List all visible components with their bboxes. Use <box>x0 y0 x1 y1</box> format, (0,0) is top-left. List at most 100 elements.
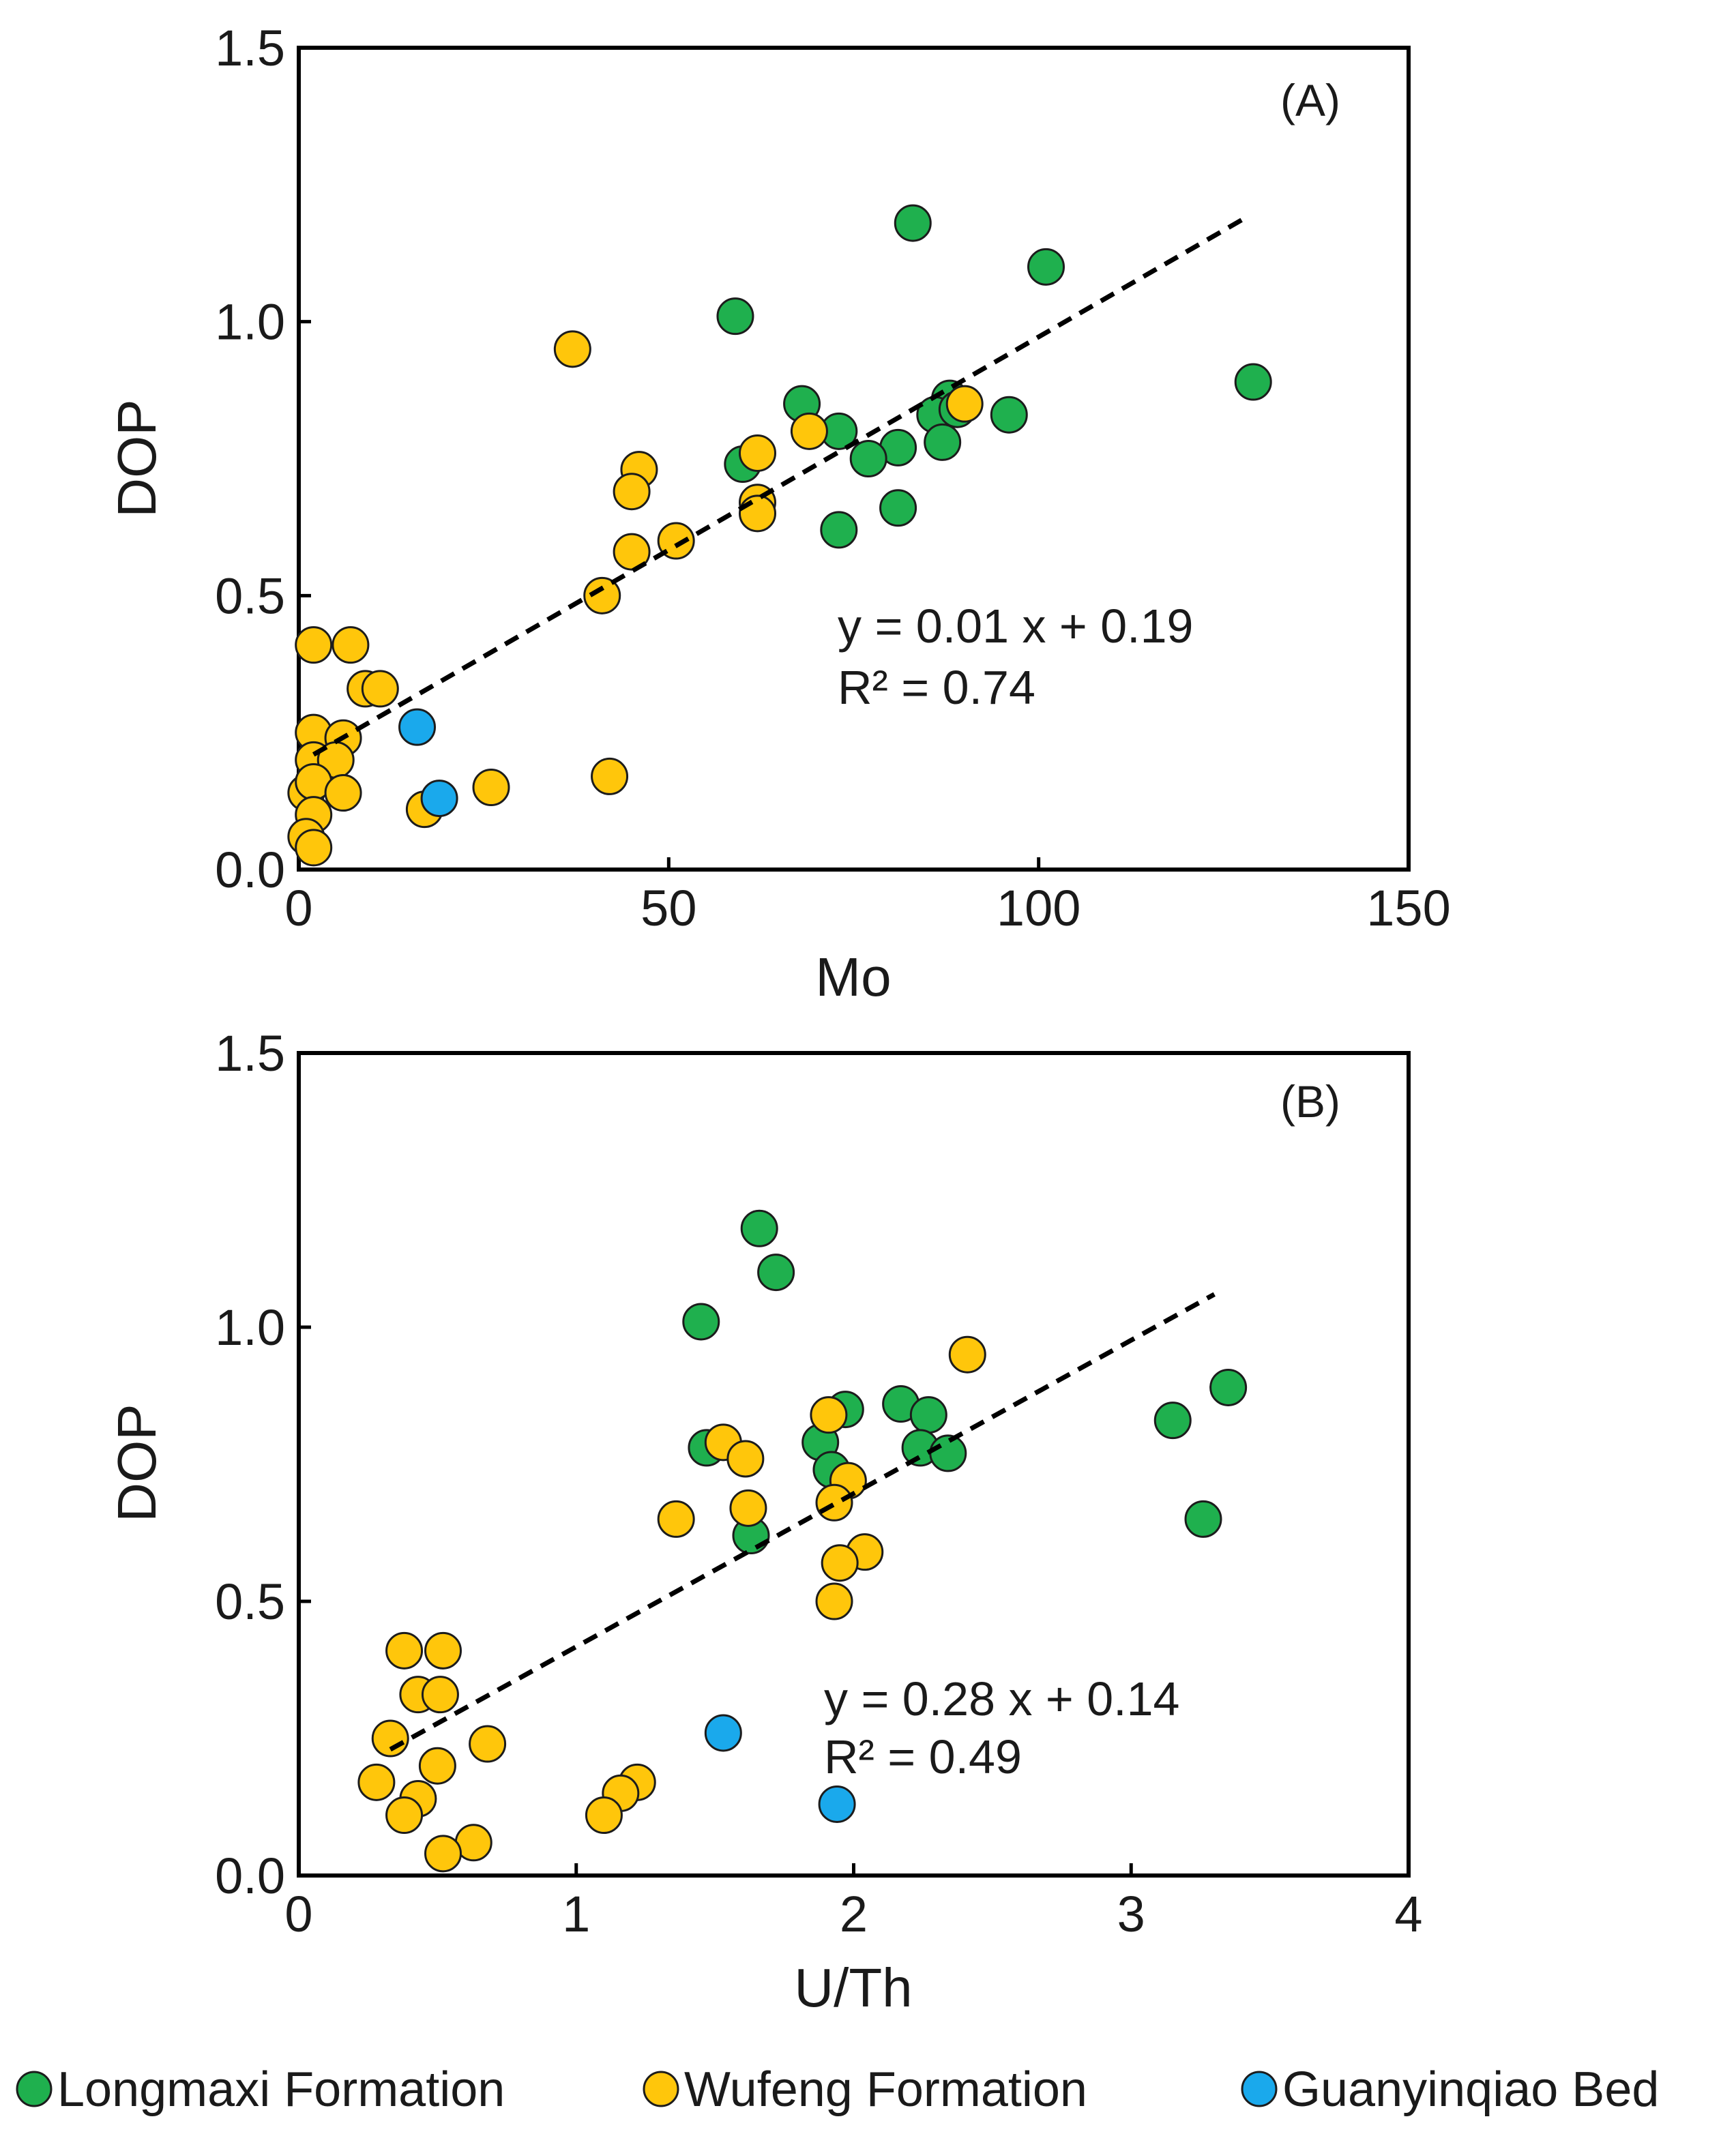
point-a-wufeng-23 <box>591 757 629 795</box>
point-a-longmaxi-12 <box>849 440 887 477</box>
point-b-longmaxi-5 <box>1184 1500 1222 1538</box>
y-tick-label-a-1: 0.5 <box>215 567 285 624</box>
x-tick-label-b-1: 1 <box>562 1886 590 1942</box>
point-b-wufeng-12 <box>424 1631 462 1670</box>
equation-b: y = 0.28 x + 0.14 <box>824 1672 1179 1725</box>
x-tick-label-b-4: 4 <box>1394 1886 1422 1942</box>
y-tick-label-a-0: 0.0 <box>215 842 285 898</box>
legend-item-wufeng: Wufeng Formation <box>643 2062 1087 2117</box>
point-b-wufeng-16 <box>469 1725 507 1763</box>
point-b-wufeng-3 <box>726 1440 765 1478</box>
x-tick-label-a-0: 0 <box>284 880 312 936</box>
point-a-wufeng-3 <box>738 434 776 472</box>
point-b-wufeng-20 <box>385 1796 424 1835</box>
point-a-wufeng-9 <box>613 533 651 571</box>
point-a-longmaxi-13 <box>924 423 962 461</box>
marks-b: 0 1 2 3 4 0.0 0.5 1.0 1.5 <box>215 1025 1422 1942</box>
legend-label-longmaxi: Longmaxi Formation <box>57 2062 505 2117</box>
trendline-b <box>389 1292 1216 1752</box>
point-a-longmaxi-3 <box>1234 363 1272 401</box>
x-tick-label-a-1: 50 <box>641 880 696 936</box>
equation-a: y = 0.01 x + 0.19 <box>838 599 1193 653</box>
legend-marker-wufeng <box>643 2071 679 2107</box>
y-tick-label-b-3: 1.5 <box>215 1025 285 1082</box>
point-b-wufeng-17 <box>418 1747 456 1785</box>
point-b-wufeng-6 <box>657 1500 695 1538</box>
point-b-longmaxi-4 <box>1153 1402 1192 1440</box>
y-tick-label-b-1: 0.5 <box>215 1573 285 1630</box>
point-a-longmaxi-15 <box>820 511 858 549</box>
y-tick-label-b-0: 0.0 <box>215 1848 285 1904</box>
point-a-wufeng-0 <box>553 330 591 368</box>
point-a-wufeng-10 <box>583 576 621 614</box>
point-b-wufeng-9 <box>821 1544 859 1582</box>
y-tick-label-a-2: 1.0 <box>215 294 285 351</box>
point-b-wufeng-25 <box>424 1835 462 1873</box>
point-b-wufeng-0 <box>948 1335 986 1374</box>
point-b-guanyinqiao-1 <box>818 1785 856 1823</box>
point-b-longmaxi-3 <box>1209 1368 1248 1406</box>
point-a-longmaxi-1 <box>1027 248 1065 286</box>
point-b-longmaxi-8 <box>909 1396 947 1434</box>
point-a-wufeng-22 <box>472 769 510 806</box>
point-a-longmaxi-0 <box>894 204 932 242</box>
legend-item-guanyinqiao: Guanyinqiao Bed <box>1241 2062 1659 2117</box>
point-b-longmaxi-1 <box>757 1254 795 1292</box>
y-tick-label-a-3: 1.5 <box>215 20 285 76</box>
y-tick-label-b-2: 1.0 <box>215 1299 285 1356</box>
x-tick-label-a-3: 150 <box>1366 880 1450 936</box>
r-squared-b: R² = 0.49 <box>824 1730 1022 1783</box>
point-a-guanyinqiao-1 <box>420 780 458 818</box>
marks-a: 0 50 100 150 0.0 0.5 1.0 1.5 <box>215 20 1451 936</box>
y-axis-title-a: DOP <box>106 399 167 517</box>
x-axis-title-a: Mo <box>815 947 891 1007</box>
point-b-wufeng-23 <box>585 1796 623 1835</box>
legend-item-longmaxi: Longmaxi Formation <box>16 2062 505 2117</box>
x-tick-label-b-3: 3 <box>1117 1886 1145 1942</box>
plot-frame-a <box>297 46 1411 872</box>
legend-marker-longmaxi <box>16 2071 53 2107</box>
point-b-longmaxi-2 <box>682 1303 720 1341</box>
point-b-guanyinqiao-0 <box>704 1714 742 1752</box>
x-axis-title-b: U/Th <box>794 1957 912 2018</box>
point-b-longmaxi-0 <box>740 1209 778 1247</box>
point-a-wufeng-1 <box>945 385 984 423</box>
point-b-longmaxi-10 <box>929 1434 967 1472</box>
trendline-a <box>312 216 1248 757</box>
point-b-wufeng-5 <box>815 1483 853 1522</box>
point-a-wufeng-7 <box>738 494 776 533</box>
x-tick-label-b-2: 2 <box>840 1886 868 1942</box>
point-b-wufeng-15 <box>371 1719 409 1758</box>
legend-marker-guanyinqiao <box>1241 2071 1278 2107</box>
point-a-wufeng-2 <box>790 412 828 450</box>
point-a-wufeng-5 <box>613 473 651 511</box>
panel-b: 0 1 2 3 40.00.51.01.5 (B) y = 0.28 x + 0.14 … <box>106 1025 1423 2018</box>
x-tick-label-a-2: 100 <box>997 880 1080 936</box>
panel-label-a: (A) <box>1280 75 1340 125</box>
point-a-longmaxi-7 <box>990 396 1028 434</box>
legend: Longmaxi Formation Wufeng Formation Guan… <box>16 2062 1659 2117</box>
point-a-wufeng-11 <box>295 626 333 664</box>
panel-label-b: (B) <box>1280 1076 1340 1127</box>
point-a-wufeng-14 <box>361 670 399 708</box>
point-a-guanyinqiao-0 <box>398 708 437 746</box>
point-b-wufeng-7 <box>729 1489 767 1527</box>
point-a-wufeng-21 <box>324 774 362 812</box>
point-b-wufeng-11 <box>385 1631 424 1670</box>
y-axis-title-b: DOP <box>106 1404 167 1522</box>
point-b-wufeng-14 <box>421 1676 459 1714</box>
x-tick-label-b-0: 0 <box>284 1886 312 1942</box>
point-a-longmaxi-2 <box>716 297 754 336</box>
point-a-longmaxi-14 <box>879 489 917 527</box>
panel-a: 0 50 100 150 0.0 0.5 1.0 1.5 (A) y = 0.01 x + 0… <box>106 20 1451 1007</box>
point-b-wufeng-10 <box>815 1582 853 1620</box>
point-a-wufeng-12 <box>332 626 370 664</box>
legend-label-wufeng: Wufeng Formation <box>684 2062 1087 2117</box>
point-b-wufeng-18 <box>357 1763 396 1801</box>
point-b-wufeng-1 <box>810 1396 848 1434</box>
r-squared-a: R² = 0.74 <box>838 661 1035 714</box>
point-a-wufeng-27 <box>295 829 333 867</box>
point-a-wufeng-8 <box>657 522 695 560</box>
legend-label-guanyinqiao: Guanyinqiao Bed <box>1282 2062 1659 2117</box>
